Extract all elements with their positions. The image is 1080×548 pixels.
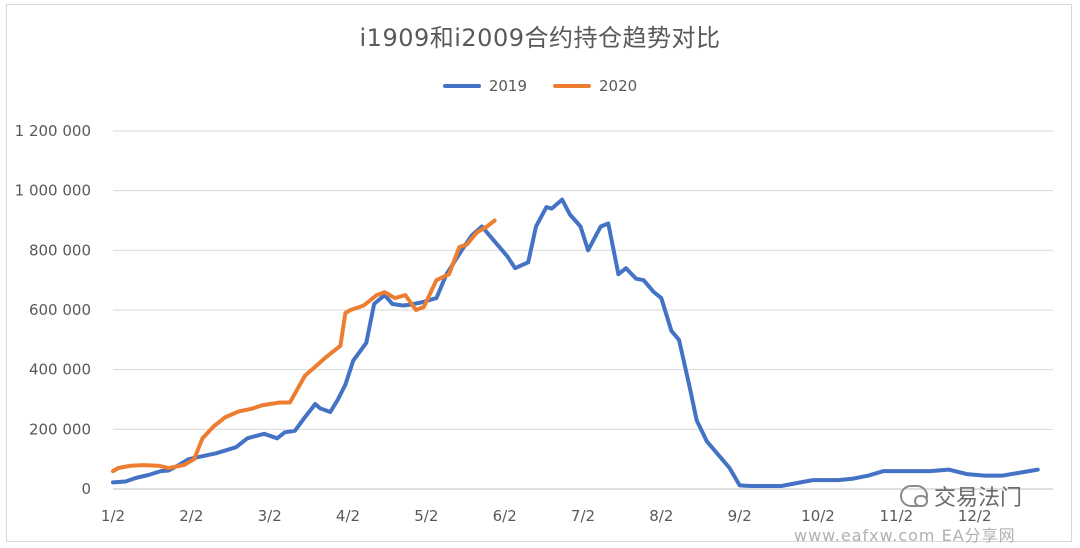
y-tick-label: 400 000	[29, 361, 91, 379]
x-tick-label: 3/2	[258, 507, 282, 525]
y-tick-label: 200 000	[29, 420, 91, 438]
x-tick-label: 8/2	[649, 507, 673, 525]
series-line-2019	[111, 197, 1040, 488]
brand-watermark: 交易法门	[900, 480, 1022, 512]
x-tick-label: 10/2	[801, 507, 835, 525]
x-tick-label: 2/2	[179, 507, 203, 525]
x-tick-label: 1/2	[101, 507, 125, 525]
legend-item-2019: 2019	[442, 77, 527, 95]
x-tick-label: 9/2	[728, 507, 752, 525]
legend-swatch-2019	[442, 84, 481, 88]
wechat-icon	[900, 485, 928, 507]
site-watermark: www.eafxw.com EA分享网	[794, 526, 1016, 545]
legend-label-2019: 2019	[488, 77, 527, 95]
x-tick-label: 4/2	[336, 507, 360, 525]
x-tick-label: 11/2	[879, 507, 913, 525]
y-tick-label: 1 000 000	[15, 182, 91, 200]
y-tick-label: 800 000	[29, 241, 91, 259]
x-tick-label: 5/2	[414, 507, 438, 525]
x-tick-label: 12/2	[958, 507, 992, 525]
chart-title: i1909和i2009合约持仓趋势对比	[359, 24, 721, 52]
y-tick-label: 0	[81, 480, 91, 498]
y-tick-label: 600 000	[29, 301, 91, 319]
y-tick-label: 1 200 000	[15, 122, 91, 140]
chart-legend: 2019 2020	[0, 77, 1080, 95]
x-tick-label: 7/2	[571, 507, 595, 525]
legend-label-2020: 2020	[599, 77, 638, 95]
legend-item-2020: 2020	[553, 77, 637, 95]
x-tick-label: 6/2	[493, 507, 517, 525]
chart-frame	[6, 4, 1072, 542]
brand-watermark-text: 交易法门	[934, 486, 1023, 511]
series-line-2020	[111, 218, 497, 474]
legend-swatch-2020	[553, 84, 591, 88]
